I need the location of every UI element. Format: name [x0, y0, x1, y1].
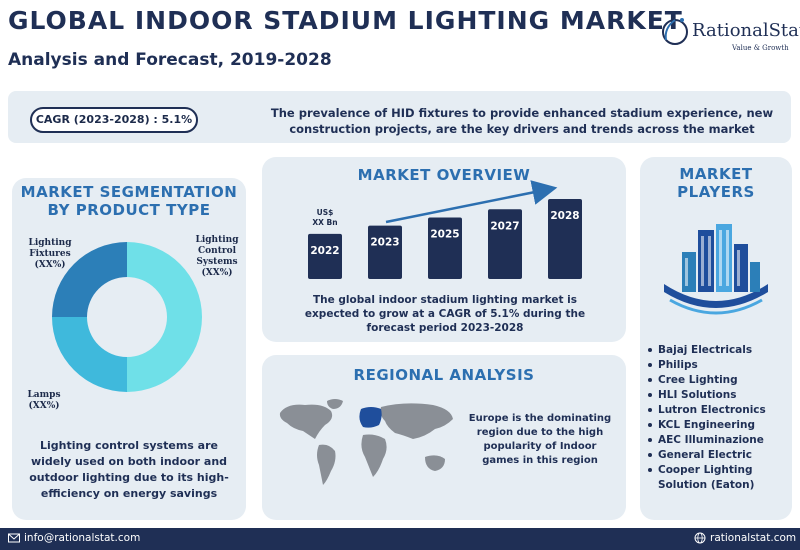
segmentation-donut: [52, 242, 202, 392]
world-map-icon: [279, 399, 453, 485]
chart-bar-2027: [488, 209, 522, 279]
map-australia: [425, 455, 445, 471]
chart-bar-label-2027: 2027: [490, 220, 519, 232]
segmentation-heading: MARKET SEGMENTATION BY PRODUCT TYPE: [20, 183, 238, 219]
market-overview-chart: US$ XX Bn 2022 2023 2025 2027 2028: [308, 180, 582, 279]
label-lamps: Lamps (XX%): [27, 390, 61, 411]
logo: RationalStat Value & Growth: [660, 12, 800, 56]
chart-bar-label-2028: 2028: [550, 210, 579, 222]
regional-analysis-heading: REGIONAL ANALYSIS: [353, 366, 535, 384]
buildings-icon: [664, 224, 768, 315]
sub-title: Analysis and Forecast, 2019-2028: [8, 50, 332, 70]
donut-slice-fixtures: [52, 242, 127, 317]
segmentation-description: Lighting control systems are widely used…: [29, 439, 229, 500]
chart-bar-2023: [368, 225, 402, 279]
donut-slice-lamps: [52, 317, 127, 392]
map-africa: [361, 434, 387, 477]
globe-icon: [694, 532, 706, 544]
logo-tagline: Value & Growth: [732, 44, 789, 52]
drivers-text: The prevalence of HID fixtures to provid…: [270, 106, 774, 136]
regional-analysis-panel: [262, 355, 626, 520]
email-icon: [8, 533, 20, 543]
list-item: KCL Engineering: [648, 418, 790, 433]
footer: info@rationalstat.com rationalstat.com: [0, 528, 800, 550]
footer-email[interactable]: info@rationalstat.com: [8, 532, 140, 544]
market-players-list: Bajaj Electricals Philips Cree Lighting …: [648, 343, 790, 493]
segmentation-panel: [12, 178, 246, 520]
map-greenland: [327, 399, 343, 409]
list-item: AEC Illuminazione: [648, 433, 790, 448]
chart-bar-2025: [428, 217, 462, 279]
donut-slice-control-systems: [127, 242, 202, 392]
market-players-panel: [640, 157, 792, 520]
chart-bar-2028: [548, 199, 582, 279]
map-europe: [359, 407, 382, 428]
chart-unit-label-2: XX Bn: [312, 218, 337, 227]
map-north-america: [279, 404, 333, 439]
market-players-heading: MARKET PLAYERS: [677, 165, 755, 201]
market-overview-heading: MARKET OVERVIEW: [357, 166, 531, 184]
label-lighting-fixtures: Lighting Fixtures (XX%): [28, 238, 72, 270]
regional-analysis-description: Europe is the dominating region due to t…: [468, 413, 612, 466]
main-title: GLOBAL INDOOR STADIUM LIGHTING MARKET: [8, 6, 683, 35]
logo-name: RationalStat: [692, 20, 800, 41]
list-item: Lutron Electronics: [648, 403, 790, 418]
trend-arrow: [385, 180, 558, 224]
cagr-badge: CAGR (2023-2028) : 5.1%: [30, 107, 198, 133]
chart-bar-label-2022: 2022: [310, 245, 339, 257]
footer-website[interactable]: rationalstat.com: [694, 532, 796, 544]
map-south-america: [317, 444, 336, 485]
map-asia: [380, 403, 453, 439]
chart-bar-label-2023: 2023: [370, 237, 399, 249]
market-overview-description: The global indoor stadium lighting marke…: [304, 294, 586, 334]
chart-bar-2022: [308, 233, 342, 279]
list-item: Cree Lighting: [648, 373, 790, 388]
list-item: General Electric: [648, 448, 790, 463]
ring-logo-icon: [662, 18, 688, 45]
label-lighting-control-systems: Lighting Control Systems (XX%): [195, 235, 239, 278]
list-item: Philips: [648, 358, 790, 373]
list-item: HLI Solutions: [648, 388, 790, 403]
list-item: Cooper Lighting Solution (Eaton): [648, 463, 790, 493]
chart-bar-label-2025: 2025: [430, 228, 459, 240]
list-item: Bajaj Electricals: [648, 343, 790, 358]
chart-unit-label: US$: [317, 208, 334, 217]
